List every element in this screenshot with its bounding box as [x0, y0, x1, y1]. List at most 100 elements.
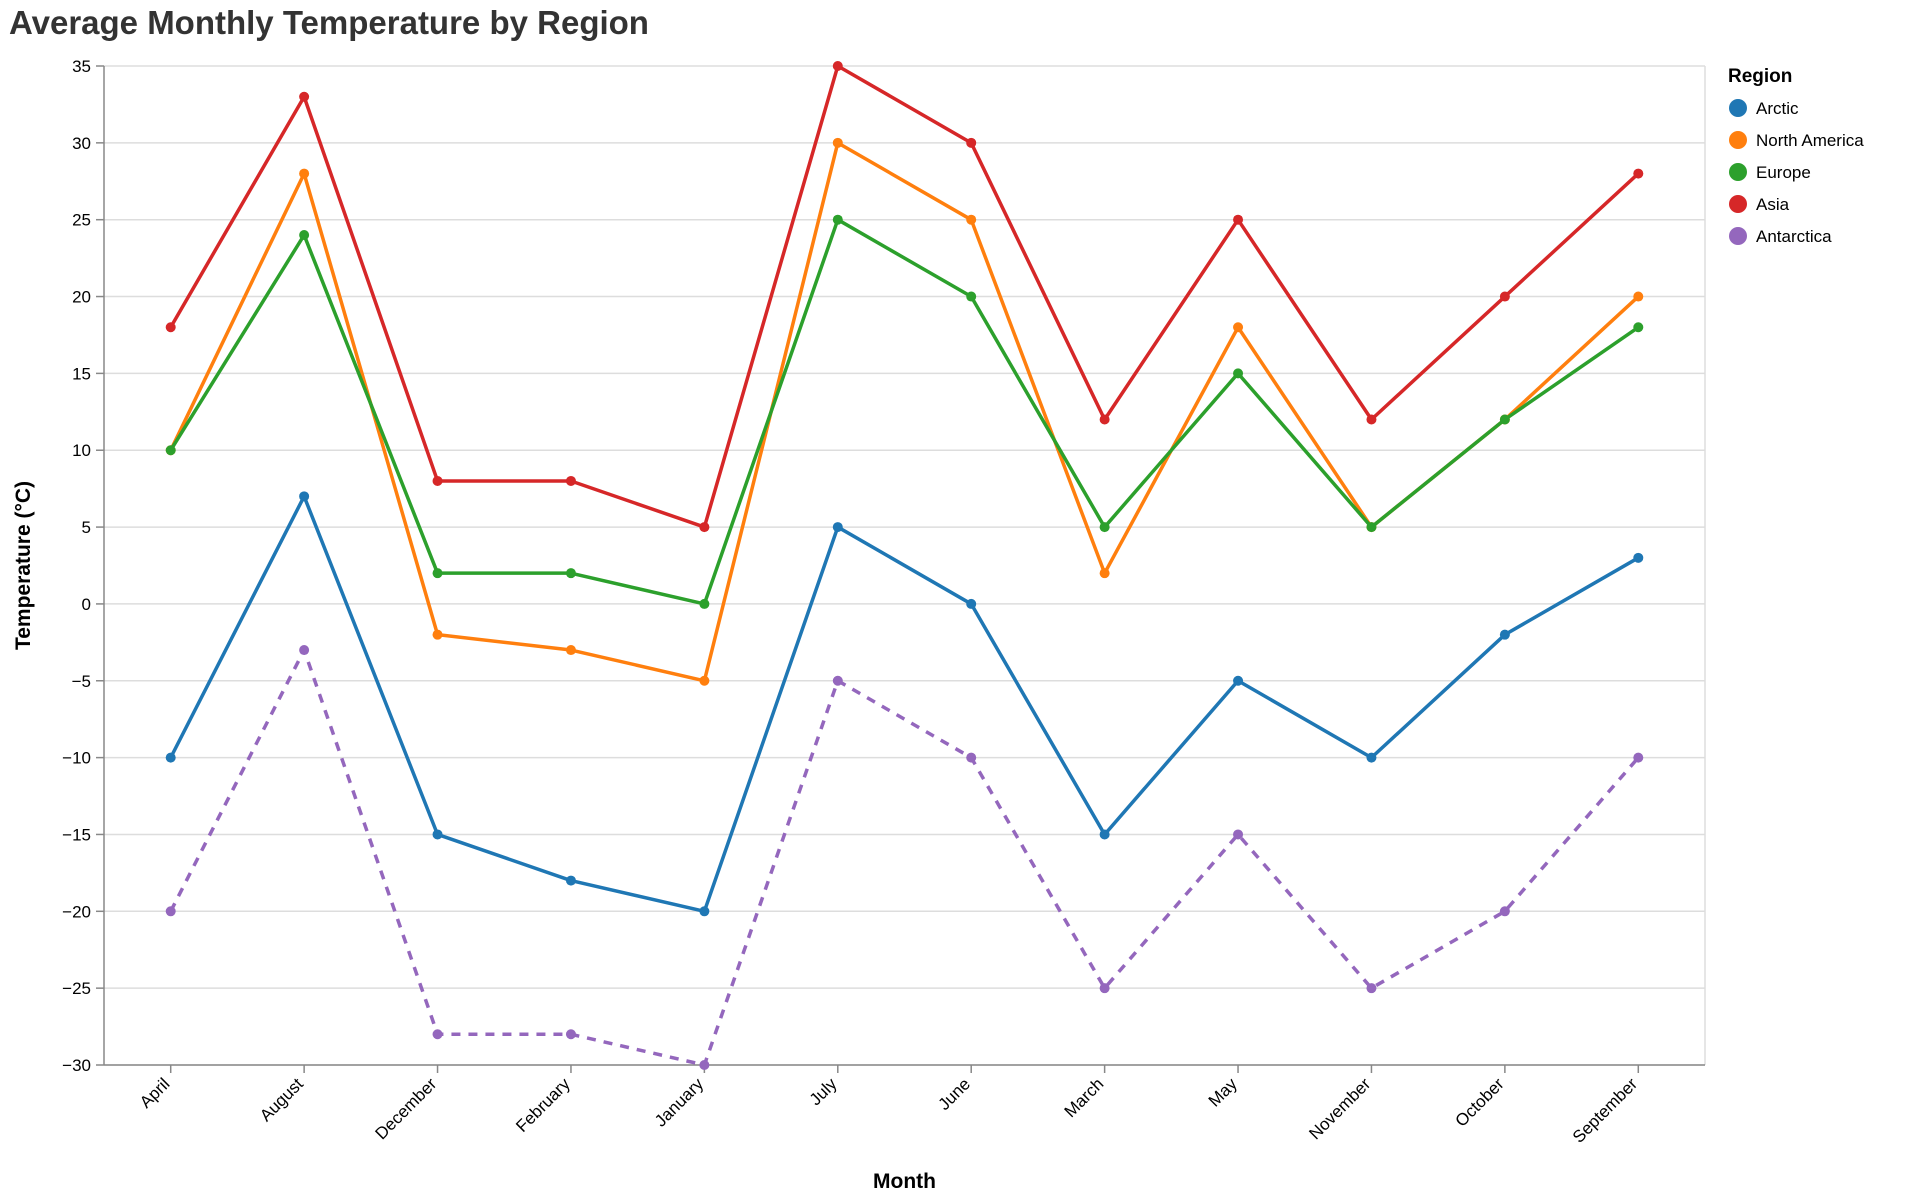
y-tick-label: 0 — [82, 595, 91, 614]
data-point-asia — [1499, 291, 1510, 302]
data-point-antarctica — [1499, 906, 1510, 917]
series-antarctica — [165, 645, 1644, 1070]
legend-symbol — [1729, 131, 1747, 149]
data-point-arctic — [699, 906, 710, 917]
series-line-antarctica — [169, 648, 1640, 1067]
data-point-north-america — [299, 168, 310, 179]
x-tick-label: June — [935, 1074, 975, 1114]
data-point-europe — [432, 568, 443, 579]
y-axis-title: Temperature (°C) — [12, 481, 35, 650]
x-tick-label: September — [1569, 1074, 1641, 1146]
x-axis-ticks: April August December February January July Ju… — [136, 1065, 1641, 1147]
data-point-europe — [565, 568, 576, 579]
data-point-north-america — [1233, 322, 1244, 333]
chart-title: Average Monthly Temperature by Region — [9, 4, 649, 41]
series-europe — [165, 214, 1644, 609]
x-tick-label: December — [371, 1074, 440, 1143]
y-tick-label: −30 — [62, 1056, 91, 1075]
legend-symbol — [1729, 163, 1747, 181]
y-tick-label: 30 — [72, 134, 91, 153]
x-tick-label: February — [512, 1074, 574, 1136]
legend-label: Arctic — [1756, 99, 1799, 118]
x-tick-label: November — [1305, 1074, 1374, 1143]
data-point-europe — [966, 291, 977, 302]
x-tick-label: August — [256, 1074, 307, 1125]
series-line-arctic — [168, 494, 1641, 914]
y-axis-ticks: 35 30 25 20 15 10 5 0 −5 −10 −15 −20 −25 −30 — [62, 57, 104, 1075]
data-point-arctic — [1633, 552, 1644, 563]
legend-item-north-america: North America — [1729, 131, 1864, 150]
legend-label: Asia — [1756, 195, 1790, 214]
legend-symbol — [1729, 227, 1747, 245]
data-point-asia — [699, 522, 710, 533]
x-tick-label: July — [806, 1074, 841, 1109]
data-point-asia — [299, 91, 310, 102]
legend-title: Region — [1728, 66, 1792, 87]
data-point-antarctica — [1366, 983, 1377, 994]
x-tick-label: March — [1061, 1074, 1108, 1121]
legend-item-europe: Europe — [1729, 163, 1811, 182]
data-point-arctic — [432, 829, 443, 840]
y-tick-label: 20 — [72, 288, 91, 307]
series-line-north-america — [168, 141, 1641, 683]
series-arctic — [165, 491, 1644, 917]
series-line-asia — [168, 64, 1641, 529]
data-point-north-america — [1099, 568, 1110, 579]
data-point-antarctica — [165, 906, 176, 917]
data-point-arctic — [1499, 629, 1510, 640]
data-point-asia — [1099, 414, 1110, 425]
data-point-asia — [1366, 414, 1377, 425]
legend-symbol — [1729, 99, 1747, 117]
data-point-arctic — [565, 875, 576, 886]
y-tick-label: 10 — [72, 441, 91, 460]
x-axis-title: Month — [873, 1170, 936, 1193]
data-point-arctic — [165, 752, 176, 763]
data-point-europe — [699, 598, 710, 609]
data-point-europe — [1366, 522, 1377, 533]
data-point-asia — [1633, 168, 1644, 179]
legend-label: Antarctica — [1756, 227, 1832, 246]
y-tick-label: 5 — [82, 518, 91, 537]
legend-symbol — [1729, 195, 1747, 213]
x-tick-label: October — [1451, 1074, 1507, 1130]
data-point-asia — [165, 322, 176, 333]
y-tick-label: 15 — [72, 364, 91, 383]
y-tick-label: −15 — [62, 825, 91, 844]
data-point-antarctica — [966, 752, 977, 763]
data-point-antarctica — [1633, 752, 1644, 763]
data-point-antarctica — [565, 1029, 576, 1040]
y-tick-label: 35 — [72, 57, 91, 76]
data-point-antarctica — [1099, 983, 1110, 994]
legend-item-asia: Asia — [1729, 195, 1790, 214]
data-point-asia — [565, 475, 576, 486]
legend-label: North America — [1756, 131, 1864, 150]
data-point-europe — [165, 445, 176, 456]
data-point-antarctica — [1233, 829, 1244, 840]
data-point-europe — [1633, 322, 1644, 333]
legend-label: Europe — [1756, 163, 1811, 182]
axes — [103, 66, 1705, 1066]
y-tick-label: −25 — [62, 979, 91, 998]
data-point-europe — [299, 230, 310, 241]
data-point-asia — [966, 137, 977, 148]
data-point-antarctica — [699, 1060, 710, 1070]
data-point-north-america — [565, 645, 576, 656]
data-point-europe — [832, 214, 843, 225]
series-line-europe — [168, 217, 1641, 606]
data-point-north-america — [966, 214, 977, 225]
data-point-asia — [1233, 214, 1244, 225]
data-point-arctic — [299, 491, 310, 502]
x-tick-label: May — [1205, 1074, 1241, 1110]
x-tick-label: January — [651, 1074, 708, 1131]
legend: Region Arctic North America Europe Asia Anta… — [1728, 66, 1864, 246]
y-tick-label: −10 — [62, 749, 91, 768]
data-point-antarctica — [832, 675, 843, 686]
data-point-north-america — [832, 137, 843, 148]
legend-item-antarctica: Antarctica — [1729, 227, 1832, 246]
data-point-europe — [1099, 522, 1110, 533]
data-point-arctic — [1099, 829, 1110, 840]
legend-item-arctic: Arctic — [1729, 99, 1799, 118]
data-point-arctic — [1366, 752, 1377, 763]
data-point-asia — [432, 475, 443, 486]
